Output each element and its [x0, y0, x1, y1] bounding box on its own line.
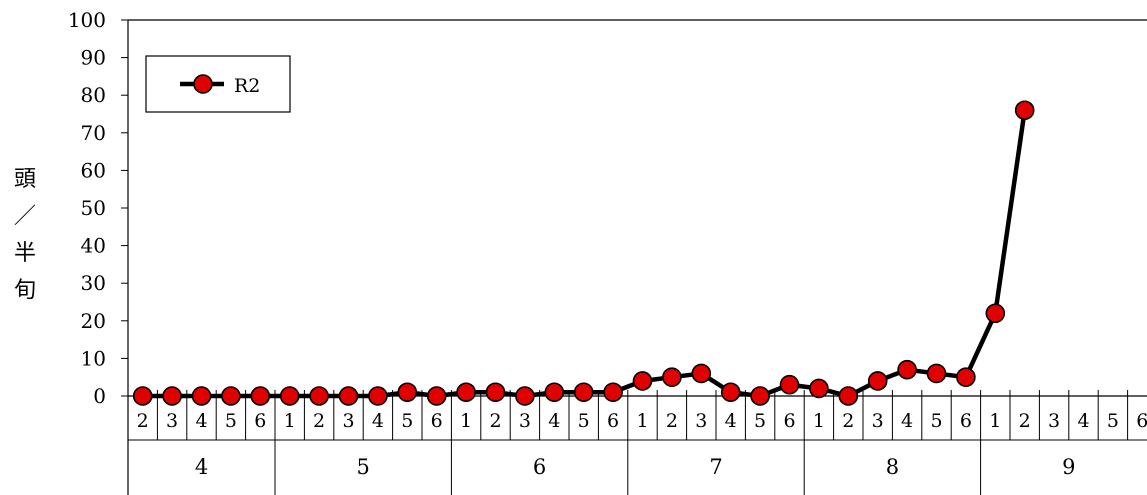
- y-axis-label: 頭 ／ 半旬: [14, 167, 36, 303]
- y-tick-label: 70: [81, 121, 106, 145]
- x-tick-label: 2: [313, 410, 325, 432]
- x-tick-label: 5: [1107, 410, 1119, 432]
- data-point: [515, 386, 535, 406]
- x-tick-label: 4: [372, 410, 384, 432]
- data-point: [809, 378, 829, 399]
- x-tick-label: 1: [636, 410, 648, 432]
- x-tick-label: 4: [901, 410, 913, 432]
- data-point: [573, 382, 594, 403]
- data-point: [691, 363, 712, 384]
- y-tick-labels: 0 10 20 30 40 50 60 70 80 90 100: [68, 8, 106, 408]
- data-point: [867, 371, 888, 391]
- data-point: [397, 382, 418, 403]
- x-axis-categories: 2 3 4 5 6 1 2 3 4 5 6 1 2 3 4 5 6 1 2 3 4 5 6 1 2 3 4 5 6 1 2 3 4 5 64 5 6 7 8…: [137, 410, 1147, 479]
- data-point: [985, 303, 1006, 324]
- month-label: 4: [195, 455, 208, 479]
- data-point: [720, 382, 741, 403]
- data-point: [221, 386, 241, 406]
- series-line-R2: [142, 109, 1027, 399]
- data-point: [956, 367, 976, 388]
- data-point: [485, 382, 506, 403]
- x-tick-label: 3: [695, 410, 707, 432]
- x-tick-label: 4: [195, 410, 207, 432]
- x-tick-label: 6: [607, 410, 619, 432]
- x-tick-label: 5: [225, 410, 237, 432]
- x-tick-label: 1: [989, 410, 1001, 432]
- x-tick-label: 4: [548, 410, 560, 432]
- x-tick-label: 3: [872, 410, 884, 432]
- x-tick-label: 1: [813, 410, 825, 432]
- y-tick-label: 80: [81, 83, 106, 107]
- x-tick-label: 2: [137, 410, 149, 432]
- x-tick-label: 2: [489, 410, 501, 432]
- data-point: [926, 363, 947, 384]
- x-tick-label: 3: [166, 410, 178, 432]
- y-tick-label: 40: [81, 234, 106, 258]
- x-tick-label: 6: [254, 410, 266, 432]
- x-tick-label: 5: [578, 410, 590, 432]
- legend: R2: [145, 55, 291, 113]
- data-point: [750, 386, 770, 406]
- month-label: 6: [533, 455, 546, 479]
- x-tick-label: 3: [519, 410, 531, 432]
- data-point: [632, 371, 653, 391]
- data-point: [338, 386, 359, 406]
- data-point: [132, 386, 153, 406]
- data-point: [544, 382, 565, 403]
- data-point: [779, 374, 800, 395]
- x-tick-label: 6: [783, 410, 795, 432]
- y-tick-label: 60: [81, 158, 106, 182]
- month-label: 8: [886, 455, 899, 479]
- month-label: 7: [709, 455, 722, 479]
- data-point: [250, 386, 271, 406]
- y-tick-label: 10: [81, 346, 106, 370]
- series-layer: [132, 100, 1035, 406]
- y-axis-label-text: 頭 ／ 半旬: [14, 167, 36, 303]
- data-point: [897, 359, 917, 380]
- x-tick-label: 1: [284, 410, 296, 432]
- x-tick-label: 5: [754, 410, 766, 432]
- x-tick-label: 4: [1077, 410, 1089, 432]
- y-axis-label-char: 旬: [14, 278, 36, 303]
- data-point: [279, 386, 300, 406]
- legend-marker: [193, 74, 213, 94]
- data-point: [456, 382, 476, 403]
- x-tick-label: 5: [930, 410, 942, 432]
- x-tick-label: 5: [401, 410, 413, 432]
- x-tick-label: 2: [666, 410, 678, 432]
- x-tick-label: 4: [725, 410, 737, 432]
- x-tick-label: 6: [960, 410, 972, 432]
- data-point: [162, 386, 182, 406]
- month-label: 9: [1062, 455, 1075, 479]
- x-tick-label: 6: [431, 410, 443, 432]
- y-tick-label: 50: [81, 196, 106, 220]
- y-axis-label-char: 頭: [14, 167, 36, 192]
- data-point: [309, 386, 329, 406]
- data-point: [368, 386, 388, 406]
- x-tick-label: 3: [1048, 410, 1060, 432]
- data-point: [838, 386, 859, 406]
- x-tick-label: 3: [342, 410, 354, 432]
- data-point: [603, 382, 623, 403]
- data-point: [426, 386, 447, 406]
- y-tick-label: 90: [81, 46, 106, 70]
- data-point: [1014, 100, 1035, 121]
- data-point: [662, 367, 682, 388]
- month-label: 5: [357, 455, 370, 479]
- x-tick-label: 2: [1019, 410, 1031, 432]
- y-axis-label-char: ／: [14, 204, 36, 229]
- x-tick-label: 6: [1136, 410, 1147, 432]
- x-tick-label: 2: [842, 410, 854, 432]
- y-axis-label-char: 半: [14, 241, 36, 266]
- x-tick-label: 1: [460, 410, 472, 432]
- y-tick-label: 0: [93, 384, 106, 408]
- y-tick-label: 20: [81, 309, 106, 333]
- legend-label: R2: [234, 75, 260, 97]
- y-tick-label: 30: [81, 271, 106, 295]
- data-point: [191, 386, 212, 406]
- y-tick-label: 100: [68, 8, 106, 32]
